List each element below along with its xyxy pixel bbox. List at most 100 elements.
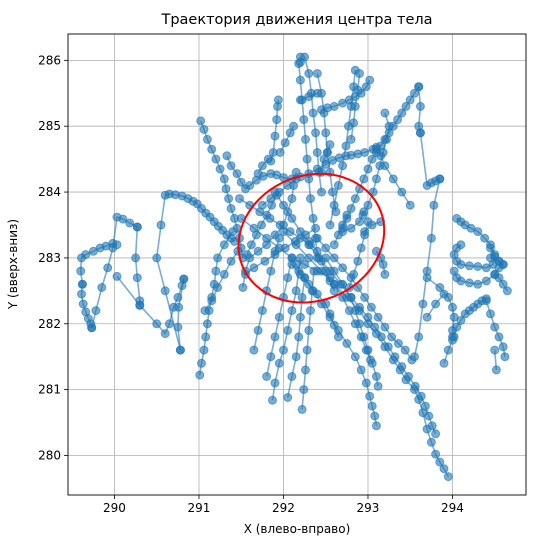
trajectory-point [302, 135, 310, 143]
trajectory-point [318, 257, 326, 265]
trajectory-point [450, 313, 458, 321]
trajectory-point [263, 211, 271, 219]
trajectory-point [457, 241, 465, 249]
trajectory-point [153, 320, 161, 328]
trajectory-point [366, 76, 374, 84]
trajectory-point [499, 343, 507, 351]
trajectory-point [322, 129, 330, 137]
trajectory-point [368, 402, 376, 410]
trajectory-point [280, 346, 288, 354]
trajectory-point [300, 116, 308, 124]
trajectory-point [301, 261, 309, 269]
trajectory-point [347, 135, 355, 143]
trajectory-point [313, 267, 321, 275]
trajectory-point [389, 175, 397, 183]
trajectory-point [381, 323, 389, 331]
trajectory-point [229, 228, 237, 236]
trajectory-point [258, 162, 266, 170]
trajectory-point [381, 162, 389, 170]
trajectory-point [381, 109, 389, 117]
trajectory-point [357, 244, 365, 252]
trajectory-point [82, 251, 90, 259]
trajectory-point [291, 237, 299, 245]
trajectory-point [361, 293, 369, 301]
trajectory-point [495, 333, 503, 341]
trajectory-point [307, 241, 315, 249]
trajectory-point [296, 76, 304, 84]
trajectory-point [284, 274, 292, 282]
trajectory-point [356, 218, 364, 226]
trajectory-point [326, 221, 334, 229]
trajectory-point [288, 373, 296, 381]
trajectory-point [276, 149, 284, 157]
trajectory-point [367, 356, 375, 364]
y-tick-label: 281 [38, 383, 61, 397]
trajectory-point [301, 53, 309, 61]
trajectory-point [288, 195, 296, 203]
trajectory-point [330, 321, 338, 329]
trajectory-point [408, 356, 416, 364]
trajectory-point [246, 182, 254, 190]
trajectory-point [220, 270, 228, 278]
trajectory-point [305, 175, 313, 183]
trajectory-point [405, 373, 413, 381]
trajectory-point [286, 228, 294, 236]
trajectory-point [227, 205, 235, 213]
trajectory-point [275, 359, 283, 367]
trajectory-point [374, 313, 382, 321]
trajectory-point [362, 379, 370, 387]
trajectory-point [133, 274, 141, 282]
trajectory-point [298, 293, 306, 301]
trajectory-point [280, 201, 288, 209]
trajectory-point [273, 191, 281, 199]
trajectory-point [78, 280, 86, 288]
trajectory-point [318, 89, 326, 97]
trajectory-point [236, 195, 244, 203]
trajectory-point [323, 149, 331, 157]
trajectory-point [330, 102, 338, 110]
trajectory-point [313, 290, 321, 298]
trajectory-point [288, 254, 296, 262]
y-tick-label: 284 [38, 185, 61, 199]
trajectory-point [264, 155, 272, 163]
trajectory-point [271, 379, 279, 387]
trajectory-point [367, 303, 375, 311]
trajectory-point [330, 254, 338, 262]
trajectory-point [364, 313, 372, 321]
trajectory-point [214, 284, 222, 292]
trajectory-point [339, 162, 347, 170]
trajectory-point [254, 170, 262, 178]
trajectory-point [379, 261, 387, 269]
y-tick-label: 283 [38, 251, 61, 265]
trajectory-point [307, 195, 315, 203]
trajectory-point [384, 343, 392, 351]
trajectory-point [281, 244, 289, 252]
trajectory-point [176, 346, 184, 354]
trajectory-point [465, 262, 473, 270]
trajectory-point [212, 155, 220, 163]
trajectory-point [415, 83, 423, 91]
trajectory-point [296, 96, 304, 104]
trajectory-point [273, 116, 281, 124]
trajectory-point [113, 272, 121, 280]
trajectory-point [203, 320, 211, 328]
trajectory-point [305, 93, 313, 101]
trajectory-point [394, 340, 402, 348]
trajectory-point [350, 119, 358, 127]
trajectory-point [254, 247, 262, 255]
chart-title: Траектория движения центра тела [160, 12, 432, 28]
trajectory-point [275, 313, 283, 321]
trajectory-point [351, 320, 359, 328]
trajectory-point [381, 270, 389, 278]
trajectory-point [318, 168, 326, 176]
trajectory-point [198, 359, 206, 367]
trajectory-point [284, 394, 292, 402]
trajectory-point [474, 263, 482, 271]
trajectory-point [136, 301, 144, 309]
trajectory-point [501, 353, 509, 361]
trajectory-point [428, 422, 436, 430]
trajectory-point [440, 465, 448, 473]
trajectory-point [343, 340, 351, 348]
trajectory-point [444, 473, 452, 481]
trajectory-point [208, 297, 216, 305]
